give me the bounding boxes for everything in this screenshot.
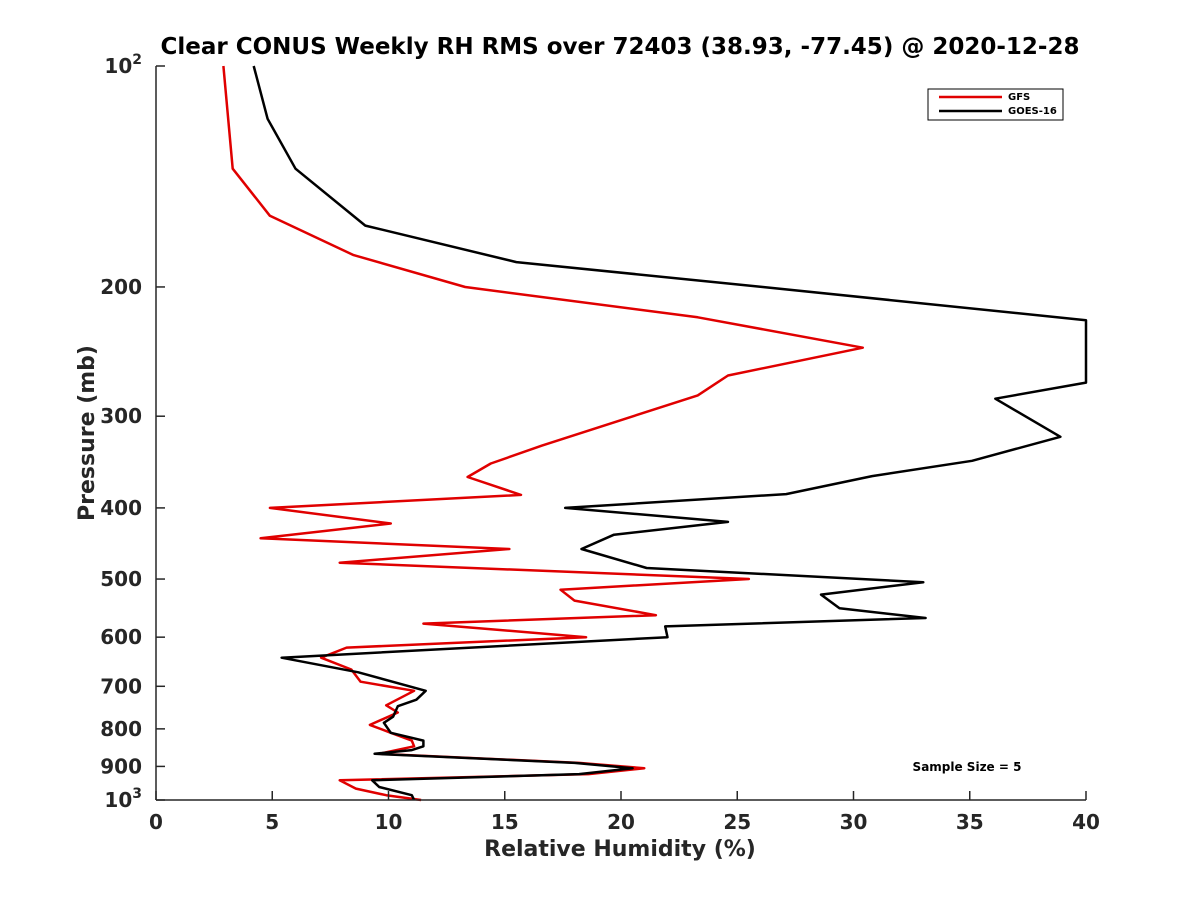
y-tick-label: 102 [104, 52, 142, 78]
y-tick-label: 500 [100, 567, 142, 591]
y-tick-label: 700 [100, 674, 142, 698]
x-tick-label: 40 [1072, 810, 1100, 834]
x-tick-label: 35 [956, 810, 984, 834]
legend-box [927, 88, 1064, 121]
y-tick-label: 800 [100, 717, 142, 741]
y-tick-label: 103 [104, 786, 142, 812]
legend-label-gfs: GFS [1008, 92, 1030, 103]
series-line-1 [252, 65, 1088, 801]
legend-label-goes16: GOES-16 [1008, 106, 1057, 117]
x-tick-label: 25 [723, 810, 751, 834]
y-tick-label: 400 [100, 496, 142, 520]
x-tick-label: 10 [375, 810, 403, 834]
y-axis-label: Pressure (mb) [75, 345, 100, 521]
series-layer [222, 65, 1088, 802]
y-tick-label: 900 [100, 754, 142, 778]
legend: GFS GOES-16 [927, 88, 1064, 121]
x-tick-label: 0 [149, 810, 163, 834]
x-axis-label: Relative Humidity (%) [484, 837, 756, 862]
y-tick-label: 600 [100, 625, 142, 649]
x-tick-label: 5 [265, 810, 279, 834]
x-tick-label: 20 [607, 810, 635, 834]
x-tick-label: 15 [491, 810, 519, 834]
chart-title: Clear CONUS Weekly RH RMS over 72403 (38… [161, 34, 1080, 60]
x-ticks: 0 5 10 15 20 25 30 35 40 [149, 791, 1100, 834]
y-tick-label: 300 [100, 404, 142, 428]
x-tick-label: 30 [840, 810, 868, 834]
y-tick-label: 200 [100, 275, 142, 299]
sample-size-annotation: Sample Size = 5 [913, 760, 1022, 774]
y-ticks: 102 200 300 400 500 600 700 800 900 103 [100, 52, 165, 812]
